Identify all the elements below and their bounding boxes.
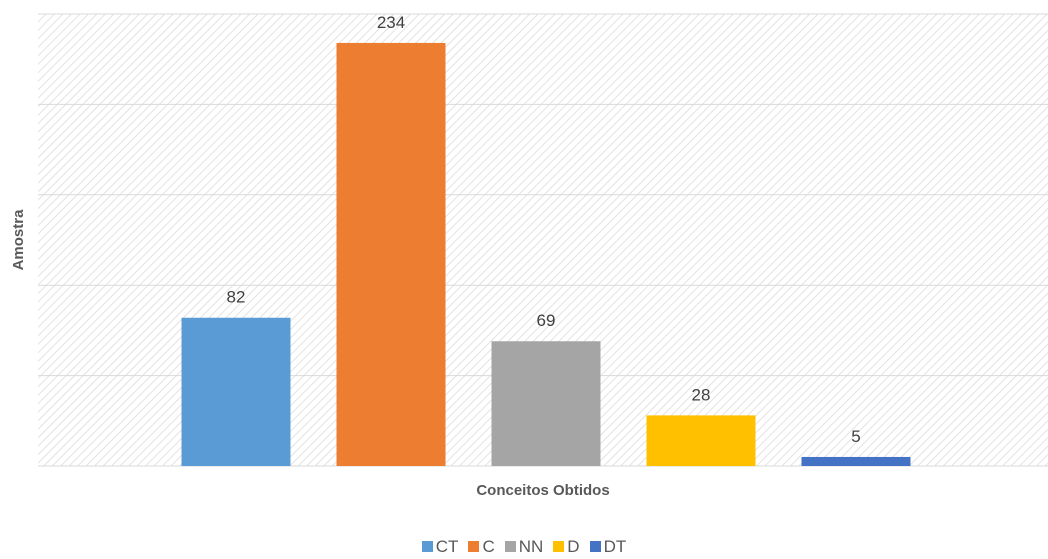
legend: CT C NN D DT: [0, 538, 1048, 556]
legend-swatch: [589, 541, 601, 552]
bars: [181, 42, 911, 466]
legend-item-dt: DT: [589, 537, 627, 556]
bar-ct: [181, 317, 291, 466]
legend-label: C: [482, 537, 495, 556]
legend-item-ct: CT: [421, 537, 459, 556]
data-label-d: 28: [692, 385, 711, 404]
x-axis-title: Conceitos Obtidos: [476, 482, 609, 499]
legend-item-c: C: [468, 537, 495, 556]
legend-swatch: [468, 541, 480, 552]
data-label-dt: 5: [851, 427, 860, 446]
bar-dt: [801, 456, 911, 466]
legend-swatch: [421, 541, 433, 552]
data-label-ct: 82: [227, 288, 246, 307]
legend-label: DT: [603, 537, 627, 556]
legend-label: D: [567, 537, 580, 556]
legend-swatch: [504, 541, 516, 552]
legend-item-d: D: [553, 537, 580, 556]
legend-swatch: [553, 541, 565, 552]
data-labels: 82 234 69 28 5: [227, 13, 861, 446]
legend-label: NN: [518, 537, 544, 556]
legend-item-nn: NN: [504, 537, 544, 556]
bar-nn: [491, 341, 601, 466]
bar-d: [646, 415, 756, 466]
legend-label: CT: [435, 537, 459, 556]
y-axis-title: Amostra: [10, 209, 27, 271]
data-label-c: 234: [377, 13, 405, 32]
data-label-nn: 69: [537, 311, 556, 330]
bar-c: [336, 42, 446, 466]
